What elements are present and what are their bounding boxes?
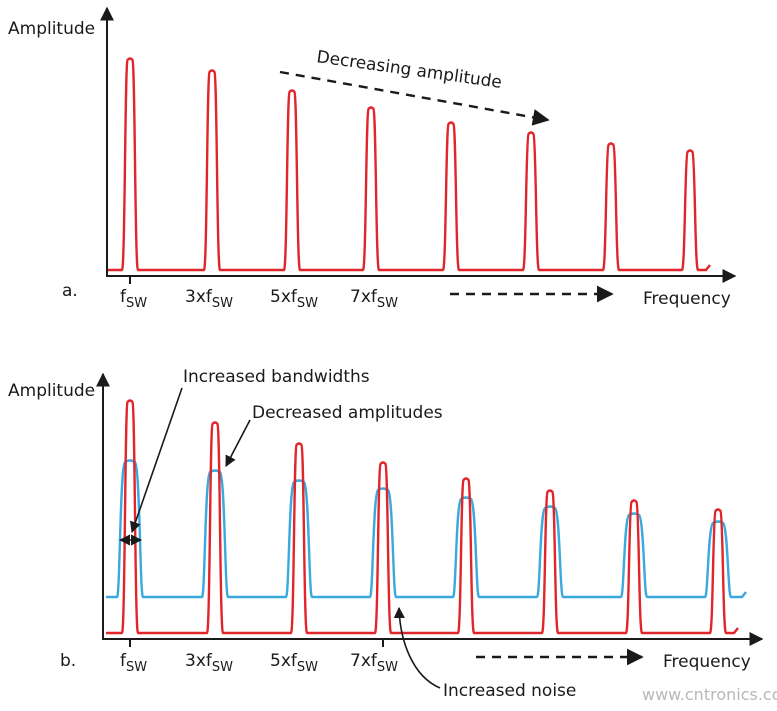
annotation: Decreased amplitudes <box>252 403 443 423</box>
x-tick-label: fSW <box>120 651 147 675</box>
y-label: Amplitude <box>8 19 95 39</box>
leader-line <box>130 387 183 534</box>
x-label: Frequency <box>643 289 731 309</box>
spectrum-a <box>108 57 711 272</box>
x-tick-label: 7xfSW <box>350 287 398 311</box>
spectrum-b <box>106 399 747 635</box>
leader-line <box>393 606 441 689</box>
red-trace <box>106 399 739 635</box>
panel-label: b. <box>60 651 76 671</box>
panel-label: a. <box>62 281 78 301</box>
axes-b <box>96 372 764 646</box>
blue-trace <box>106 459 747 599</box>
leader-line <box>225 419 251 467</box>
annotation: Increased noise <box>443 681 576 701</box>
y-label: Amplitude <box>8 381 95 401</box>
x-tick-label: fSW <box>120 287 147 311</box>
axes-a <box>100 6 737 283</box>
annotation: Increased bandwidths <box>183 367 370 387</box>
x-tick-label: 5xfSW <box>270 287 318 311</box>
x-tick-label: 7xfSW <box>350 651 398 675</box>
annotation: Decreasing amplitude <box>315 47 503 93</box>
x-tick-label: 5xfSW <box>270 651 318 675</box>
x-label: Frequency <box>663 652 751 672</box>
dashed-arrow <box>279 70 550 126</box>
watermark: www.cntronics.com <box>642 685 777 704</box>
red-trace <box>108 57 711 272</box>
x-tick-label: 3xfSW <box>185 651 233 675</box>
x-tick-label: 3xfSW <box>185 287 233 311</box>
